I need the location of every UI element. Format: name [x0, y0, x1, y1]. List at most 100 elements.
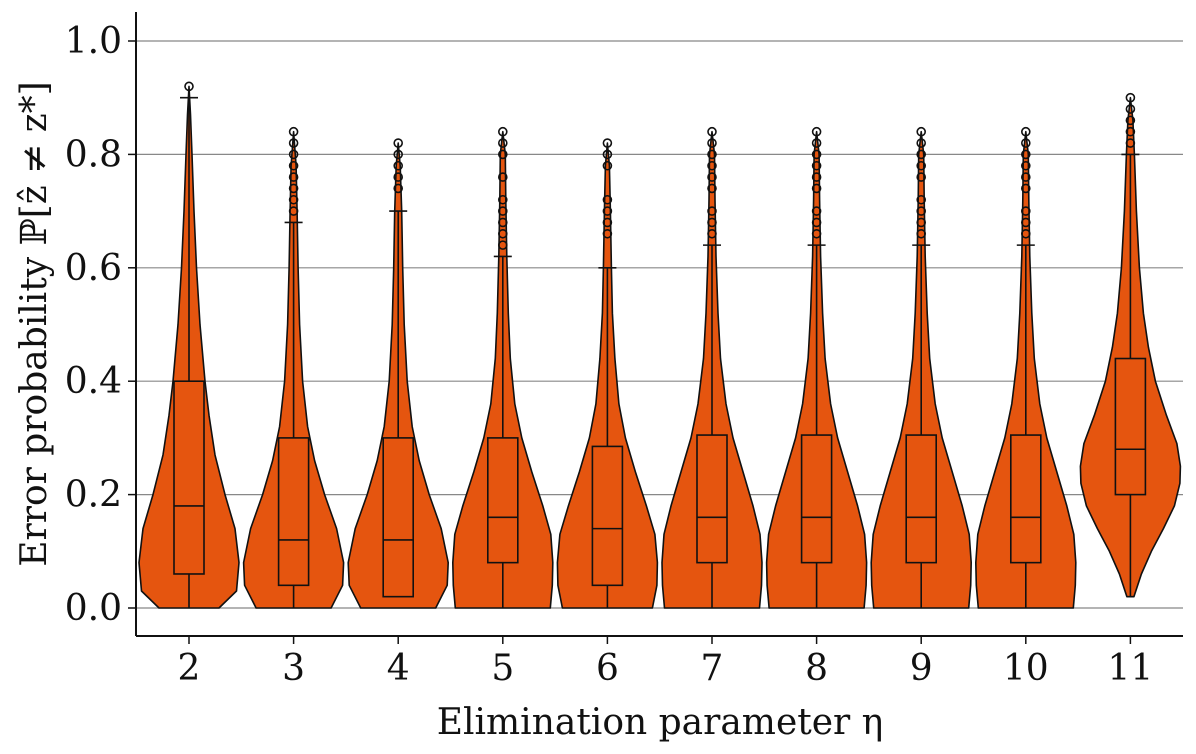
outlier-point: [707, 206, 717, 216]
x-tick-label: 10: [1003, 648, 1049, 689]
box: [382, 437, 415, 598]
outlier-point: [288, 183, 299, 194]
outlier-point: [602, 160, 613, 171]
outlier-point: [288, 160, 299, 171]
outlier-point: [497, 149, 508, 160]
outlier-point: [1125, 138, 1136, 148]
outlier-point: [916, 194, 927, 205]
outlier-point: [288, 172, 299, 182]
box: [277, 437, 310, 587]
outlier-point: [393, 183, 404, 194]
y-tick-label: 0.0: [65, 588, 122, 629]
outlier-point: [602, 217, 613, 228]
axes: [135, 12, 1183, 637]
outlier-point: [707, 149, 717, 160]
outlier-point: [602, 206, 613, 216]
outlier-point: [393, 149, 404, 160]
outlier-point: [1021, 228, 1031, 239]
outlier-point: [288, 149, 299, 160]
x-tick-label: 9: [910, 648, 933, 689]
outlier-point: [916, 206, 927, 216]
y-ticks: 0.0 0.2 0.4 0.6 0.8 1.0: [65, 21, 136, 629]
outlier-point: [1021, 160, 1031, 171]
outlier-point: [497, 172, 508, 182]
x-tick-label: 4: [387, 648, 410, 689]
box: [905, 434, 938, 564]
x-tick-label: 6: [596, 648, 619, 689]
x-tick-label: 3: [282, 648, 305, 689]
box: [173, 380, 205, 575]
outlier-point: [916, 126, 927, 137]
outlier-point: [811, 160, 822, 171]
box: [696, 434, 728, 564]
outlier-point: [707, 172, 717, 182]
outlier-point: [1021, 138, 1031, 148]
outlier-point: [288, 126, 299, 137]
y-tick-label: 0.6: [65, 248, 122, 289]
outliers: [184, 81, 1136, 250]
outlier-point: [393, 160, 404, 171]
outlier-point: [707, 183, 717, 194]
outlier-point: [707, 160, 717, 171]
outlier-point: [811, 172, 822, 182]
outlier-point: [602, 138, 613, 148]
outlier-point: [916, 138, 927, 148]
outlier-point: [288, 194, 299, 205]
outlier-point: [497, 206, 508, 216]
outlier-point: [707, 138, 717, 148]
outlier-point: [1021, 126, 1031, 137]
y-tick-label: 0.2: [65, 475, 122, 516]
outlier-point: [916, 172, 927, 182]
outlier-point: [916, 217, 927, 228]
x-axis-label: Elimination parameter η: [437, 702, 884, 743]
x-ticks: 2 3 4 5 6 7 8 9 10 11: [178, 636, 1153, 689]
y-tick-label: 0.8: [65, 134, 122, 175]
outlier-point: [707, 217, 717, 228]
x-tick-label: 8: [805, 648, 828, 689]
box: [486, 437, 519, 564]
outlier-point: [602, 149, 613, 160]
outlier-point: [1021, 206, 1031, 216]
outlier-point: [497, 126, 508, 137]
outlier-point: [602, 228, 613, 239]
y-tick-label: 0.4: [65, 361, 122, 402]
outlier-point: [916, 160, 927, 171]
outlier-point: [1021, 172, 1031, 182]
x-tick-label: 7: [701, 648, 724, 689]
outlier-point: [497, 138, 508, 148]
outlier-point: [288, 138, 299, 148]
outlier-point: [811, 138, 822, 148]
outlier-point: [497, 194, 508, 205]
outlier-point: [497, 217, 508, 228]
outlier-point: [707, 228, 717, 239]
outlier-point: [811, 217, 822, 228]
outlier-point: [1125, 92, 1136, 103]
outlier-point: [1125, 126, 1136, 137]
outlier-point: [602, 194, 613, 205]
outlier-point: [916, 228, 927, 239]
outlier-point: [811, 183, 822, 194]
outlier-point: [1021, 183, 1031, 194]
outlier-point: [497, 240, 508, 250]
box: [1009, 434, 1042, 564]
outlier-point: [916, 149, 927, 160]
outlier-point: [811, 228, 822, 239]
boxplots: [173, 96, 1147, 608]
outlier-point: [288, 206, 299, 216]
outlier-point: [497, 228, 508, 239]
outlier-point: [1021, 149, 1031, 160]
box: [1114, 357, 1147, 496]
outlier-point: [393, 138, 404, 148]
y-tick-label: 1.0: [65, 21, 122, 62]
x-tick-label: 2: [178, 648, 201, 689]
outlier-point: [1125, 115, 1136, 126]
outlier-point: [707, 126, 717, 137]
outlier-point: [393, 172, 404, 182]
box: [591, 445, 624, 587]
x-tick-label: 11: [1107, 648, 1153, 689]
outlier-point: [811, 206, 822, 216]
outlier-point: [1125, 104, 1136, 114]
x-tick-label: 5: [491, 648, 514, 689]
outlier-point: [1021, 217, 1031, 228]
